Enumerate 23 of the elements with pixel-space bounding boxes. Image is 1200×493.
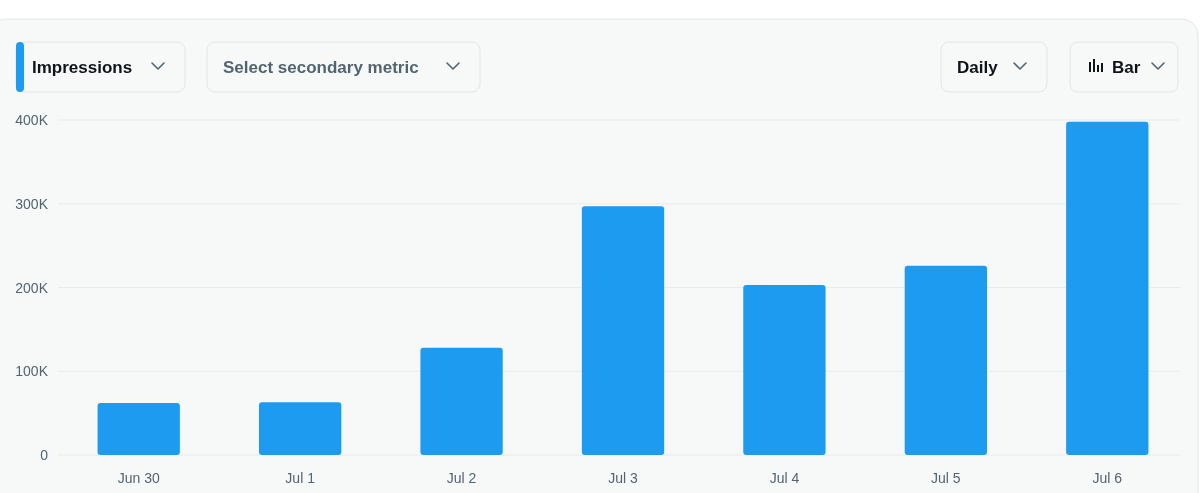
y-tick-label: 200K xyxy=(15,279,49,296)
bar xyxy=(420,347,503,455)
bar xyxy=(904,265,988,455)
y-tick-label: 100K xyxy=(15,363,49,380)
text: Bar xyxy=(1112,58,1141,77)
bar xyxy=(581,206,665,455)
bar xyxy=(97,403,180,455)
x-tick-label: Jul 6 xyxy=(1092,470,1123,486)
bar xyxy=(1066,121,1149,455)
y-tick-label: 300K xyxy=(15,195,49,212)
bar xyxy=(258,402,342,455)
y-tick-label: 0 xyxy=(40,447,49,463)
bar xyxy=(743,284,826,455)
x-tick-label: Jul 5 xyxy=(931,470,961,486)
x-tick-label: Jul 1 xyxy=(285,470,316,486)
text: Impressions xyxy=(32,58,133,77)
text: Select secondary metric xyxy=(223,58,419,77)
x-tick-label: Jun 30 xyxy=(117,470,160,486)
x-tick-label: Jul 2 xyxy=(446,470,477,486)
x-tick-label: Jul 4 xyxy=(769,470,800,486)
x-tick-label: Jul 3 xyxy=(608,470,638,486)
y-tick-label: 400K xyxy=(15,112,49,128)
text: Daily xyxy=(957,58,999,77)
